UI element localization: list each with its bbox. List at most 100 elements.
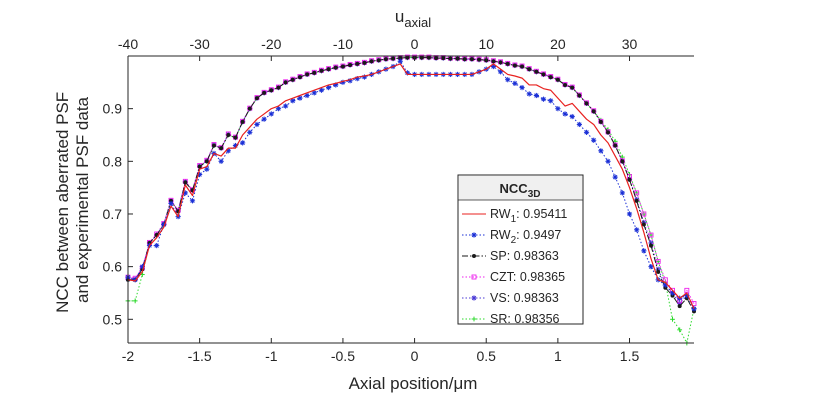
series-sp-point [297, 75, 302, 80]
series-sp-point [584, 101, 589, 106]
series-sp-point [469, 57, 474, 62]
series-rw2-point [583, 129, 590, 135]
series-rw2-point [318, 87, 325, 93]
top-x-tick-label: 10 [478, 36, 494, 52]
series-rw2-point [533, 92, 539, 99]
series-rw2-point-stroke [218, 159, 224, 164]
series-sp-point [570, 85, 575, 90]
series-rw1-line [127, 63, 695, 310]
legend-title-sub: 3D [528, 189, 541, 200]
top-x-tick-label: 30 [622, 36, 638, 52]
series-sp-point [606, 130, 611, 135]
series-sp-point [226, 132, 231, 137]
series-sp-point [541, 72, 546, 77]
axes-layer: -2 -1.5 -1 -0.5 0 0.5 1 1.5 -40 -30 -20 -10 0 10 20 30 0… [103, 36, 694, 364]
series-sp-point [419, 55, 424, 60]
series-rw2-point-stroke [226, 148, 231, 153]
series-sp-point [233, 135, 238, 140]
y-tick-label: 0.7 [103, 206, 123, 222]
series-czt-point [684, 287, 690, 293]
series-rw2-point [569, 113, 575, 120]
x-tick-label: -1.5 [188, 348, 212, 364]
top-x-tick-label: -10 [333, 36, 353, 52]
series-sp-point [369, 59, 374, 64]
top-x-tick-label: -20 [261, 36, 281, 52]
legend-marker-rw2 [471, 232, 477, 238]
series-layer [125, 54, 697, 346]
series-sp-point [219, 146, 224, 151]
x-tick-label: -0.5 [331, 348, 355, 364]
series-sp-point [462, 57, 467, 62]
series-rw2-point-stroke [168, 201, 174, 206]
series-sp-point [283, 80, 288, 85]
series-sp-point [598, 119, 603, 124]
series-sp-point [520, 64, 525, 69]
legend-entry-czt: CZT: 0.98365 [462, 270, 565, 284]
series-czt-point [648, 232, 654, 238]
top-x-tick-label: -40 [118, 36, 138, 52]
series-rw2-point-stroke [505, 77, 510, 82]
series-sp-point [362, 60, 367, 65]
series-rw2-point-stroke [634, 227, 639, 232]
x-tick-label: -2 [122, 348, 135, 364]
series-sp-point [563, 82, 568, 87]
series-rw2-point-stroke [584, 130, 589, 135]
series-sp-point [340, 64, 345, 69]
series-sp-point [183, 180, 188, 185]
series-rw2-point [326, 84, 332, 91]
series-sp-point [491, 59, 496, 64]
series-rw2-point [555, 106, 561, 112]
top-x-axis-title-sub: axial [404, 15, 431, 30]
series-sp-point [656, 269, 661, 274]
series-sr-point [677, 327, 683, 333]
series-sp-point [398, 56, 403, 61]
y-axis-title-line1: NCC between aberrated PSF [53, 92, 72, 313]
series-sp-point [534, 69, 539, 74]
legend-title: NCC3D [500, 181, 541, 200]
series-sp-point [641, 222, 646, 227]
series-rw2-point-stroke [612, 174, 618, 180]
series-rw2-point-stroke [254, 122, 260, 127]
chart-background [128, 56, 694, 343]
series-rw2-point-stroke [233, 143, 238, 148]
series-rw2-point [634, 227, 640, 233]
series-rw2-point [397, 58, 403, 64]
series-rw2-point [691, 306, 697, 312]
y-tick-label: 0.9 [103, 101, 123, 117]
series-sp-point [333, 65, 338, 70]
series-rw2-point [154, 242, 160, 249]
series-rw2-point-stroke [555, 106, 561, 111]
series-rw2-point-stroke [534, 93, 539, 98]
series-rw2-point-stroke [304, 93, 310, 98]
series-rw2-point-stroke [620, 190, 625, 196]
series-rw2-point [512, 80, 518, 86]
series-sp-point [455, 56, 460, 61]
series-sr-line [128, 57, 695, 344]
series-rw2-point [254, 121, 260, 128]
series-sp-point [383, 57, 388, 62]
x-tick-label: 0 [411, 348, 419, 364]
series-sp-point [505, 61, 510, 66]
series-rw2-point-stroke [569, 114, 575, 119]
legend-entry-rw2: RW2: 0.9497 [462, 228, 561, 246]
series-rw2-point [189, 198, 196, 204]
legend-label-vs: VS: 0.98363 [490, 291, 559, 305]
series-czt-point [634, 190, 640, 196]
series-sp-point [391, 56, 396, 61]
series-rw2-point-stroke [398, 59, 403, 64]
series-rw2-point [297, 95, 303, 101]
series-rw2-point-stroke [312, 90, 317, 96]
series-rw2-point [548, 98, 554, 104]
x-tick-label: 1.5 [620, 348, 640, 364]
series-rw2-point-stroke [519, 85, 525, 90]
series-sp-point [677, 304, 682, 309]
legend-title-band [459, 176, 582, 200]
legend-marker-sr [471, 316, 477, 322]
legend-title-main: NCC [500, 181, 529, 196]
top-x-axis-title: uaxial [395, 7, 431, 30]
series-rw2-point-stroke [591, 138, 596, 143]
series-sp-point [348, 62, 353, 67]
series-sp-point [577, 93, 582, 98]
series-sp-point [477, 57, 482, 62]
legend-entry-sp: SP: 0.98363 [462, 249, 559, 263]
